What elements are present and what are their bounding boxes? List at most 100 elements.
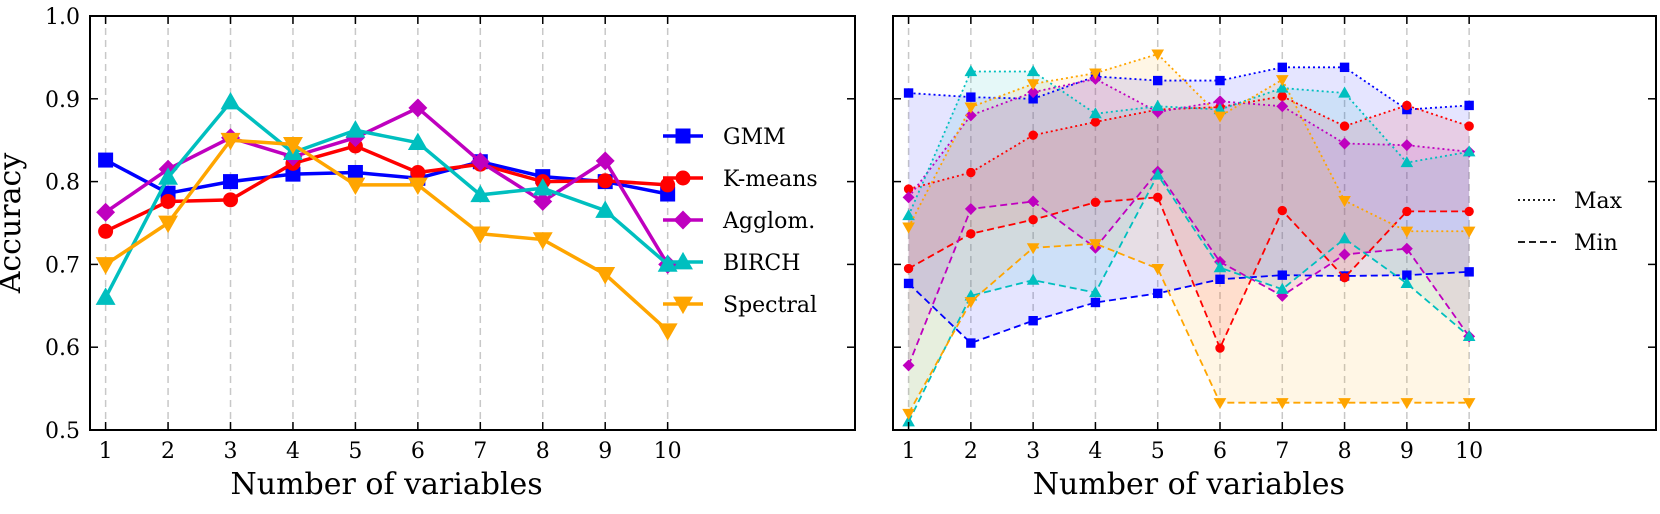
left-point-spectral-7 xyxy=(470,226,491,244)
right-min-point-gmm-10 xyxy=(1464,267,1474,277)
left-xtick-label-1: 1 xyxy=(99,439,113,464)
left-point-birch-7 xyxy=(470,184,491,203)
right-max-point-spectral-6 xyxy=(1213,111,1227,123)
right-min-point-spectral-10 xyxy=(1462,398,1476,410)
right-min-point-k-means-1 xyxy=(903,263,914,274)
right-min-point-spectral-8 xyxy=(1338,398,1351,410)
right-max-point-spectral-2 xyxy=(964,102,978,114)
right-max-point-agglom-9 xyxy=(1400,139,1413,152)
left-point-k-means-9 xyxy=(597,173,613,189)
left-point-birch-3 xyxy=(220,92,241,110)
right-xtick-label-9: 9 xyxy=(1400,439,1414,464)
right-min-point-k-means-7 xyxy=(1277,205,1287,216)
right-max-point-gmm-1 xyxy=(903,88,914,98)
right-max-point-birch-5 xyxy=(1151,99,1165,111)
right-max-point-spectral-1 xyxy=(902,222,915,234)
right-min-point-k-means-8 xyxy=(1339,272,1350,283)
left-line-birch xyxy=(104,100,669,299)
left-line-agglom xyxy=(104,106,670,266)
legend-marker-agglom xyxy=(673,210,693,230)
right-band-spectral xyxy=(908,54,1470,414)
left-ytick-label-1: 0.6 xyxy=(45,336,80,361)
right-panel: 1 2 3 4 5 6 7 8 9 10 Number of variables Max Min xyxy=(892,15,1657,502)
legend-marker-birch xyxy=(673,251,693,270)
left-xtick-label-8: 8 xyxy=(536,439,550,464)
right-max-point-birch-4 xyxy=(1089,107,1102,119)
left-ytick-label-0: 0.5 xyxy=(45,419,80,444)
right-min-point-birch-7 xyxy=(1275,282,1289,294)
right-min-point-k-means-5 xyxy=(1153,192,1163,203)
left-point-k-means-6 xyxy=(410,164,426,180)
legend-label-spectral: Spectral xyxy=(723,293,817,318)
right-xtick-label-1: 1 xyxy=(902,439,916,464)
right-min-point-spectral-7 xyxy=(1275,398,1289,410)
legend-label-gmm: GMM xyxy=(723,125,786,150)
right-max-point-agglom-2 xyxy=(964,109,977,122)
legend-marker-spectral xyxy=(673,296,693,315)
left-point-k-means-3 xyxy=(223,192,239,208)
left-x-axis-label: Number of variables xyxy=(231,467,543,502)
right-max-point-birch-8 xyxy=(1338,86,1351,98)
right-min-point-gmm-7 xyxy=(1277,270,1287,280)
right-min-point-birch-5 xyxy=(1151,168,1165,180)
left-point-k-means-1 xyxy=(98,223,114,239)
right-min-point-spectral-6 xyxy=(1213,398,1227,410)
left-point-birch-9 xyxy=(595,200,616,218)
right-min-line-spectral xyxy=(907,242,1470,414)
left-point-gmm-3 xyxy=(223,174,239,190)
right-max-point-spectral-9 xyxy=(1400,226,1414,238)
right-min-point-spectral-4 xyxy=(1089,239,1102,251)
right-min-point-k-means-10 xyxy=(1464,206,1474,217)
left-point-birch-1 xyxy=(95,287,116,305)
left-ytick-label-2: 0.7 xyxy=(45,253,80,278)
right-min-point-spectral-3 xyxy=(1026,243,1040,255)
left-point-birch-8 xyxy=(532,178,553,196)
right-max-point-birch-2 xyxy=(964,65,978,77)
left-point-spectral-8 xyxy=(532,232,553,250)
left-point-gmm-1 xyxy=(98,152,114,168)
right-max-point-gmm-2 xyxy=(966,92,976,102)
right-max-point-gmm-10 xyxy=(1464,100,1474,111)
right-max-point-agglom-3 xyxy=(1027,86,1040,99)
left-point-birch-5 xyxy=(345,120,366,138)
right-min-point-k-means-4 xyxy=(1090,197,1101,208)
right-min-point-spectral-1 xyxy=(902,408,915,420)
right-max-point-k-means-3 xyxy=(1028,130,1038,140)
right-min-point-agglom-1 xyxy=(902,359,915,372)
left-axes-frame xyxy=(89,15,856,431)
right-band-gmm xyxy=(908,67,1470,344)
right-max-point-agglom-8 xyxy=(1338,137,1351,150)
right-max-point-birch-1 xyxy=(902,209,915,221)
left-point-birch-2 xyxy=(158,167,179,185)
right-max-point-k-means-4 xyxy=(1090,117,1101,127)
right-min-point-birch-8 xyxy=(1338,232,1351,244)
left-xtick-label-10: 10 xyxy=(654,439,682,464)
right-min-point-birch-6 xyxy=(1213,261,1227,273)
left-point-spectral-2 xyxy=(158,215,179,234)
right-min-point-gmm-5 xyxy=(1153,288,1163,299)
right-xtick-label-4: 4 xyxy=(1088,439,1102,464)
left-xtick-label-3: 3 xyxy=(224,439,238,464)
left-point-gmm-5 xyxy=(347,164,363,180)
right-max-point-k-means-2 xyxy=(966,167,976,178)
right-max-point-spectral-4 xyxy=(1089,68,1102,80)
right-min-point-spectral-5 xyxy=(1151,263,1165,276)
right-min-point-agglom-8 xyxy=(1338,248,1351,261)
left-point-spectral-10 xyxy=(657,323,678,341)
left-ytick-label-3: 0.8 xyxy=(45,171,80,196)
left-point-spectral-6 xyxy=(407,177,428,196)
left-point-spectral-4 xyxy=(282,137,303,155)
right-max-point-k-means-10 xyxy=(1464,121,1474,131)
right-min-point-gmm-4 xyxy=(1090,297,1101,308)
left-xtick-label-4: 4 xyxy=(286,439,300,464)
legend-max-label: Max xyxy=(1574,189,1623,214)
right-max-point-spectral-3 xyxy=(1026,79,1040,91)
left-point-agglom-7 xyxy=(470,152,490,172)
right-min-point-birch-3 xyxy=(1026,273,1040,285)
left-xtick-label-9: 9 xyxy=(598,439,612,464)
legend-label-k-means: K-means xyxy=(723,167,818,192)
right-axes-frame xyxy=(892,15,1657,431)
right-max-line-k-means xyxy=(908,95,1470,190)
right-max-point-agglom-1 xyxy=(902,191,915,204)
